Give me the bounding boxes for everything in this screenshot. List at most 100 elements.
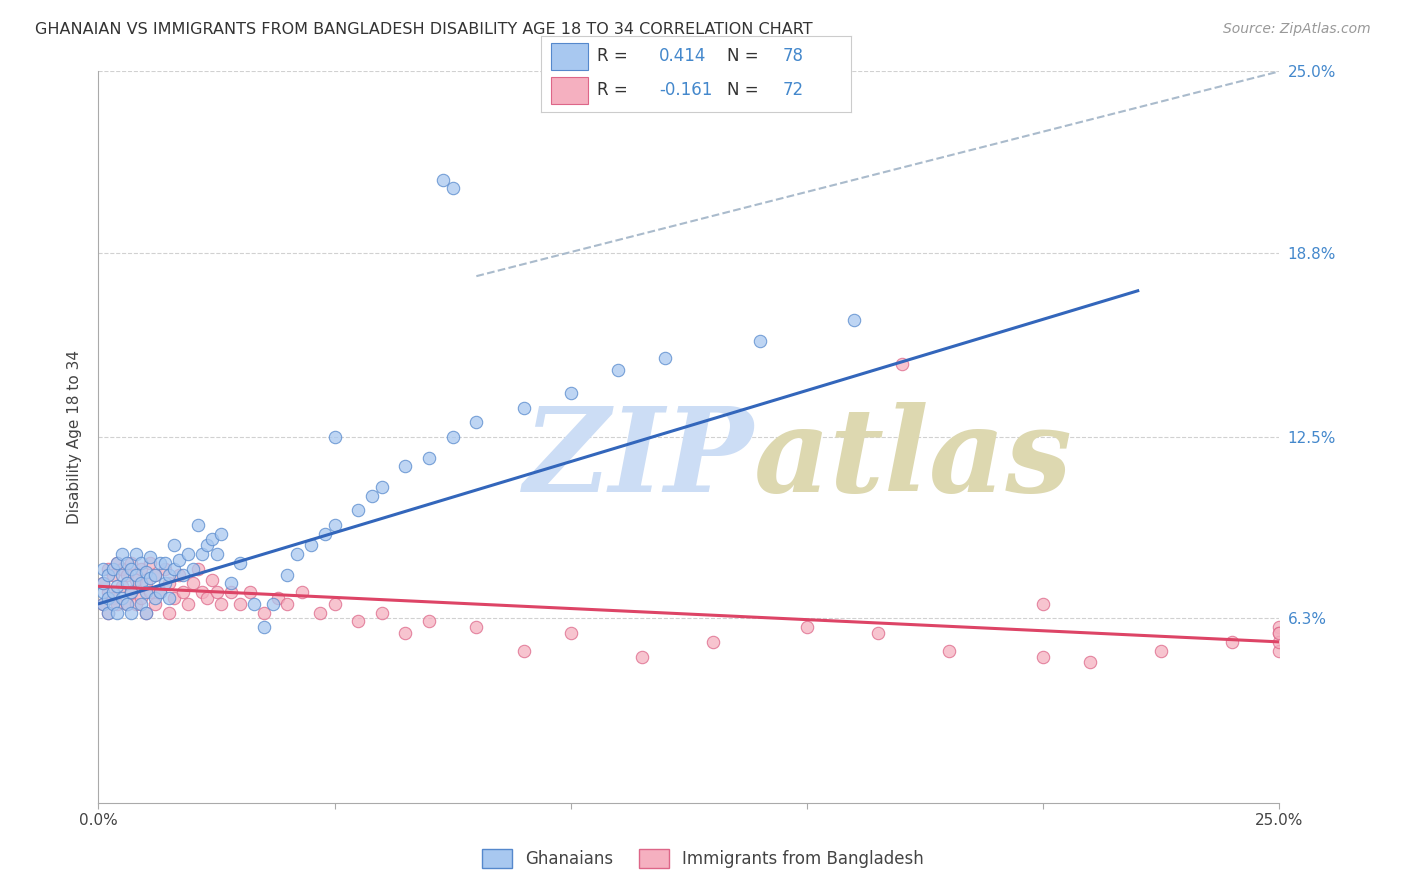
- Point: [187, 517, 209, 532]
- Point: [135, 576, 157, 591]
- Point: [111, 567, 134, 582]
- Point: [129, 597, 152, 611]
- Point: [1268, 626, 1291, 640]
- Point: [177, 547, 200, 561]
- Point: [181, 576, 204, 591]
- Point: [143, 567, 166, 582]
- Text: R =: R =: [598, 47, 633, 65]
- Point: [101, 591, 124, 605]
- Point: [167, 567, 190, 582]
- Point: [371, 480, 394, 494]
- Point: [139, 549, 162, 564]
- Point: [115, 597, 138, 611]
- Point: [1268, 635, 1291, 649]
- Point: [323, 517, 346, 532]
- Point: [796, 620, 818, 634]
- Point: [1150, 643, 1173, 657]
- Point: [121, 585, 143, 599]
- Text: 72: 72: [783, 81, 804, 99]
- Point: [1268, 643, 1291, 657]
- Point: [844, 313, 866, 327]
- Point: [115, 556, 138, 570]
- Point: [149, 585, 172, 599]
- Point: [209, 526, 232, 541]
- Point: [105, 556, 128, 570]
- Point: [157, 576, 180, 591]
- Point: [105, 556, 128, 570]
- Point: [139, 556, 162, 570]
- Point: [149, 556, 172, 570]
- Y-axis label: Disability Age 18 to 34: Disability Age 18 to 34: [67, 350, 83, 524]
- Point: [1080, 656, 1102, 670]
- Point: [191, 547, 214, 561]
- Point: [253, 620, 276, 634]
- Point: [121, 585, 143, 599]
- Point: [97, 567, 120, 582]
- Point: [441, 430, 464, 444]
- Point: [654, 351, 676, 365]
- Text: N =: N =: [727, 81, 763, 99]
- Point: [157, 567, 180, 582]
- Point: [129, 591, 152, 605]
- Point: [866, 626, 889, 640]
- Point: [177, 597, 200, 611]
- Point: [347, 503, 370, 517]
- Point: [153, 562, 176, 576]
- Text: 0.414: 0.414: [659, 47, 706, 65]
- Point: [748, 334, 770, 348]
- Point: [512, 401, 534, 415]
- Point: [91, 597, 114, 611]
- Point: [157, 591, 180, 605]
- Point: [465, 416, 488, 430]
- Point: [125, 597, 148, 611]
- Point: [560, 386, 582, 401]
- Point: [361, 489, 384, 503]
- Point: [239, 585, 262, 599]
- Point: [115, 567, 138, 582]
- Point: [243, 597, 266, 611]
- Point: [111, 562, 134, 576]
- Point: [105, 606, 128, 620]
- Point: [276, 597, 298, 611]
- Point: [201, 574, 224, 588]
- Point: [371, 606, 394, 620]
- Point: [418, 450, 440, 465]
- Point: [105, 597, 128, 611]
- Point: [135, 585, 157, 599]
- Point: [607, 363, 630, 377]
- Point: [299, 538, 322, 552]
- Text: -0.161: -0.161: [659, 81, 713, 99]
- Point: [205, 547, 228, 561]
- Point: [201, 533, 224, 547]
- Point: [121, 556, 143, 570]
- Point: [219, 585, 242, 599]
- Point: [101, 562, 124, 576]
- Point: [125, 547, 148, 561]
- Point: [121, 562, 143, 576]
- Text: Source: ZipAtlas.com: Source: ZipAtlas.com: [1223, 22, 1371, 37]
- Point: [229, 556, 252, 570]
- Point: [195, 591, 218, 605]
- Text: R =: R =: [598, 81, 633, 99]
- Text: GHANAIAN VS IMMIGRANTS FROM BANGLADESH DISABILITY AGE 18 TO 34 CORRELATION CHART: GHANAIAN VS IMMIGRANTS FROM BANGLADESH D…: [35, 22, 813, 37]
- Point: [187, 562, 209, 576]
- Point: [101, 597, 124, 611]
- Point: [262, 597, 284, 611]
- Point: [129, 556, 152, 570]
- Point: [139, 585, 162, 599]
- Point: [512, 643, 534, 657]
- Point: [111, 591, 134, 605]
- Point: [91, 585, 114, 599]
- Point: [91, 576, 114, 591]
- Point: [97, 606, 120, 620]
- Point: [323, 430, 346, 444]
- Point: [111, 547, 134, 561]
- Point: [314, 526, 336, 541]
- Point: [394, 626, 416, 640]
- Point: [111, 579, 134, 593]
- Bar: [551, 78, 588, 104]
- Point: [309, 606, 332, 620]
- Point: [181, 562, 204, 576]
- Point: [105, 579, 128, 593]
- Point: [1032, 649, 1054, 664]
